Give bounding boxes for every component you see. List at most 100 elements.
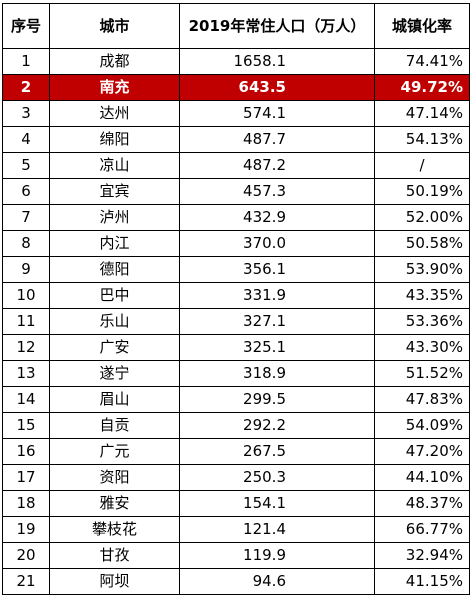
city-cell: 阿坝 bbox=[49, 568, 180, 595]
row-index-cell: 7 bbox=[2, 204, 50, 231]
city-cell: 成都 bbox=[49, 48, 180, 75]
row-index-cell: 18 bbox=[2, 490, 50, 517]
population-cell: 318.9 bbox=[179, 360, 375, 387]
row-index-cell: 3 bbox=[2, 100, 50, 127]
table-row: 14 眉山 299.5 47.83% bbox=[2, 386, 470, 413]
urbanization-cell: 47.14% bbox=[374, 100, 470, 127]
table-row: 20 甘孜 119.9 32.94% bbox=[2, 542, 470, 569]
city-cell: 乐山 bbox=[49, 308, 180, 335]
city-cell: 达州 bbox=[49, 100, 180, 127]
city-cell: 自贡 bbox=[49, 412, 180, 439]
table-row: 16 广元 267.5 47.20% bbox=[2, 438, 470, 465]
table-row: 1 成都 1658.1 74.41% bbox=[2, 48, 470, 75]
table-row: 19 攀枝花 121.4 66.77% bbox=[2, 516, 470, 543]
population-cell: 1658.1 bbox=[179, 48, 375, 75]
table-row-highlighted: 2 南充 643.5 49.72% bbox=[2, 74, 470, 101]
population-cell: 574.1 bbox=[179, 100, 375, 127]
city-cell: 遂宁 bbox=[49, 360, 180, 387]
row-index-cell: 6 bbox=[2, 178, 50, 205]
population-cell: 327.1 bbox=[179, 308, 375, 335]
row-index-cell: 13 bbox=[2, 360, 50, 387]
urbanization-cell: 51.52% bbox=[374, 360, 470, 387]
city-cell: 雅安 bbox=[49, 490, 180, 517]
population-cell: 370.0 bbox=[179, 230, 375, 257]
row-index-cell: 19 bbox=[2, 516, 50, 543]
header-population: 2019年常住人口（万人） bbox=[179, 3, 375, 49]
row-index-cell: 9 bbox=[2, 256, 50, 283]
population-cell: 267.5 bbox=[179, 438, 375, 465]
city-cell: 南充 bbox=[49, 74, 180, 101]
city-cell: 德阳 bbox=[49, 256, 180, 283]
row-index-cell: 20 bbox=[2, 542, 50, 569]
table-header: 序号 城市 2019年常住人口（万人） 城镇化率 bbox=[2, 3, 470, 49]
header-urbanization: 城镇化率 bbox=[374, 3, 470, 49]
city-cell: 凉山 bbox=[49, 152, 180, 179]
city-cell: 内江 bbox=[49, 230, 180, 257]
row-index-cell: 2 bbox=[2, 74, 50, 101]
row-index-cell: 16 bbox=[2, 438, 50, 465]
header-index: 序号 bbox=[2, 3, 50, 49]
row-index-cell: 21 bbox=[2, 568, 50, 595]
table-row: 10 巴中 331.9 43.35% bbox=[2, 282, 470, 309]
table-row: 6 宜宾 457.3 50.19% bbox=[2, 178, 470, 205]
table-row: 5 凉山 487.2/ bbox=[2, 152, 470, 179]
urbanization-cell: 50.19% bbox=[374, 178, 470, 205]
urbanization-cell: 74.41% bbox=[374, 48, 470, 75]
table-row: 7 泸州 432.9 52.00% bbox=[2, 204, 470, 231]
urbanization-cell: 54.13% bbox=[374, 126, 470, 153]
row-index-cell: 12 bbox=[2, 334, 50, 361]
urbanization-cell: 47.20% bbox=[374, 438, 470, 465]
population-table: 序号 城市 2019年常住人口（万人） 城镇化率 1 成都 1658.1 74.41%… bbox=[2, 3, 470, 595]
header-city: 城市 bbox=[49, 3, 180, 49]
population-cell: 121.4 bbox=[179, 516, 375, 543]
population-cell: 119.9 bbox=[179, 542, 375, 569]
table-row: 18 雅安 154.1 48.37% bbox=[2, 490, 470, 517]
row-index-cell: 14 bbox=[2, 386, 50, 413]
urbanization-cell: 66.77% bbox=[374, 516, 470, 543]
population-cell: 250.3 bbox=[179, 464, 375, 491]
urbanization-cell: 43.35% bbox=[374, 282, 470, 309]
table-row: 8 内江 370.0 50.58% bbox=[2, 230, 470, 257]
row-index-cell: 11 bbox=[2, 308, 50, 335]
city-cell: 广元 bbox=[49, 438, 180, 465]
urbanization-cell: 32.94% bbox=[374, 542, 470, 569]
urbanization-cell: 43.30% bbox=[374, 334, 470, 361]
urbanization-cell: 47.83% bbox=[374, 386, 470, 413]
population-cell: 94.6 bbox=[179, 568, 375, 595]
urbanization-cell: 41.15% bbox=[374, 568, 470, 595]
population-cell: 487.2 bbox=[179, 152, 375, 179]
urbanization-cell: 54.09% bbox=[374, 412, 470, 439]
city-cell: 资阳 bbox=[49, 464, 180, 491]
population-cell: 432.9 bbox=[179, 204, 375, 231]
row-index-cell: 8 bbox=[2, 230, 50, 257]
city-cell: 绵阳 bbox=[49, 126, 180, 153]
population-cell: 154.1 bbox=[179, 490, 375, 517]
city-cell: 广安 bbox=[49, 334, 180, 361]
city-cell: 巴中 bbox=[49, 282, 180, 309]
table-body: 1 成都 1658.1 74.41% 2 南充 643.5 49.72% 3 达州 574.1 47.… bbox=[2, 48, 470, 595]
table-row: 21 阿坝 94.6 41.15% bbox=[2, 568, 470, 595]
table-row: 4 绵阳 487.7 54.13% bbox=[2, 126, 470, 153]
population-cell: 457.3 bbox=[179, 178, 375, 205]
population-cell: 643.5 bbox=[179, 74, 375, 101]
population-cell: 356.1 bbox=[179, 256, 375, 283]
city-cell: 甘孜 bbox=[49, 542, 180, 569]
table-row: 17 资阳 250.3 44.10% bbox=[2, 464, 470, 491]
urbanization-cell: 48.37% bbox=[374, 490, 470, 517]
table-row: 9 德阳 356.1 53.90% bbox=[2, 256, 470, 283]
urbanization-cell: 50.58% bbox=[374, 230, 470, 257]
urbanization-cell: / bbox=[374, 152, 470, 179]
table-row: 11 乐山 327.1 53.36% bbox=[2, 308, 470, 335]
row-index-cell: 17 bbox=[2, 464, 50, 491]
city-cell: 泸州 bbox=[49, 204, 180, 231]
row-index-cell: 15 bbox=[2, 412, 50, 439]
table-row: 13 遂宁 318.9 51.52% bbox=[2, 360, 470, 387]
city-cell: 攀枝花 bbox=[49, 516, 180, 543]
urbanization-cell: 53.36% bbox=[374, 308, 470, 335]
urbanization-cell: 52.00% bbox=[374, 204, 470, 231]
row-index-cell: 10 bbox=[2, 282, 50, 309]
city-cell: 眉山 bbox=[49, 386, 180, 413]
population-cell: 331.9 bbox=[179, 282, 375, 309]
urbanization-cell: 53.90% bbox=[374, 256, 470, 283]
urbanization-cell: 49.72% bbox=[374, 74, 470, 101]
